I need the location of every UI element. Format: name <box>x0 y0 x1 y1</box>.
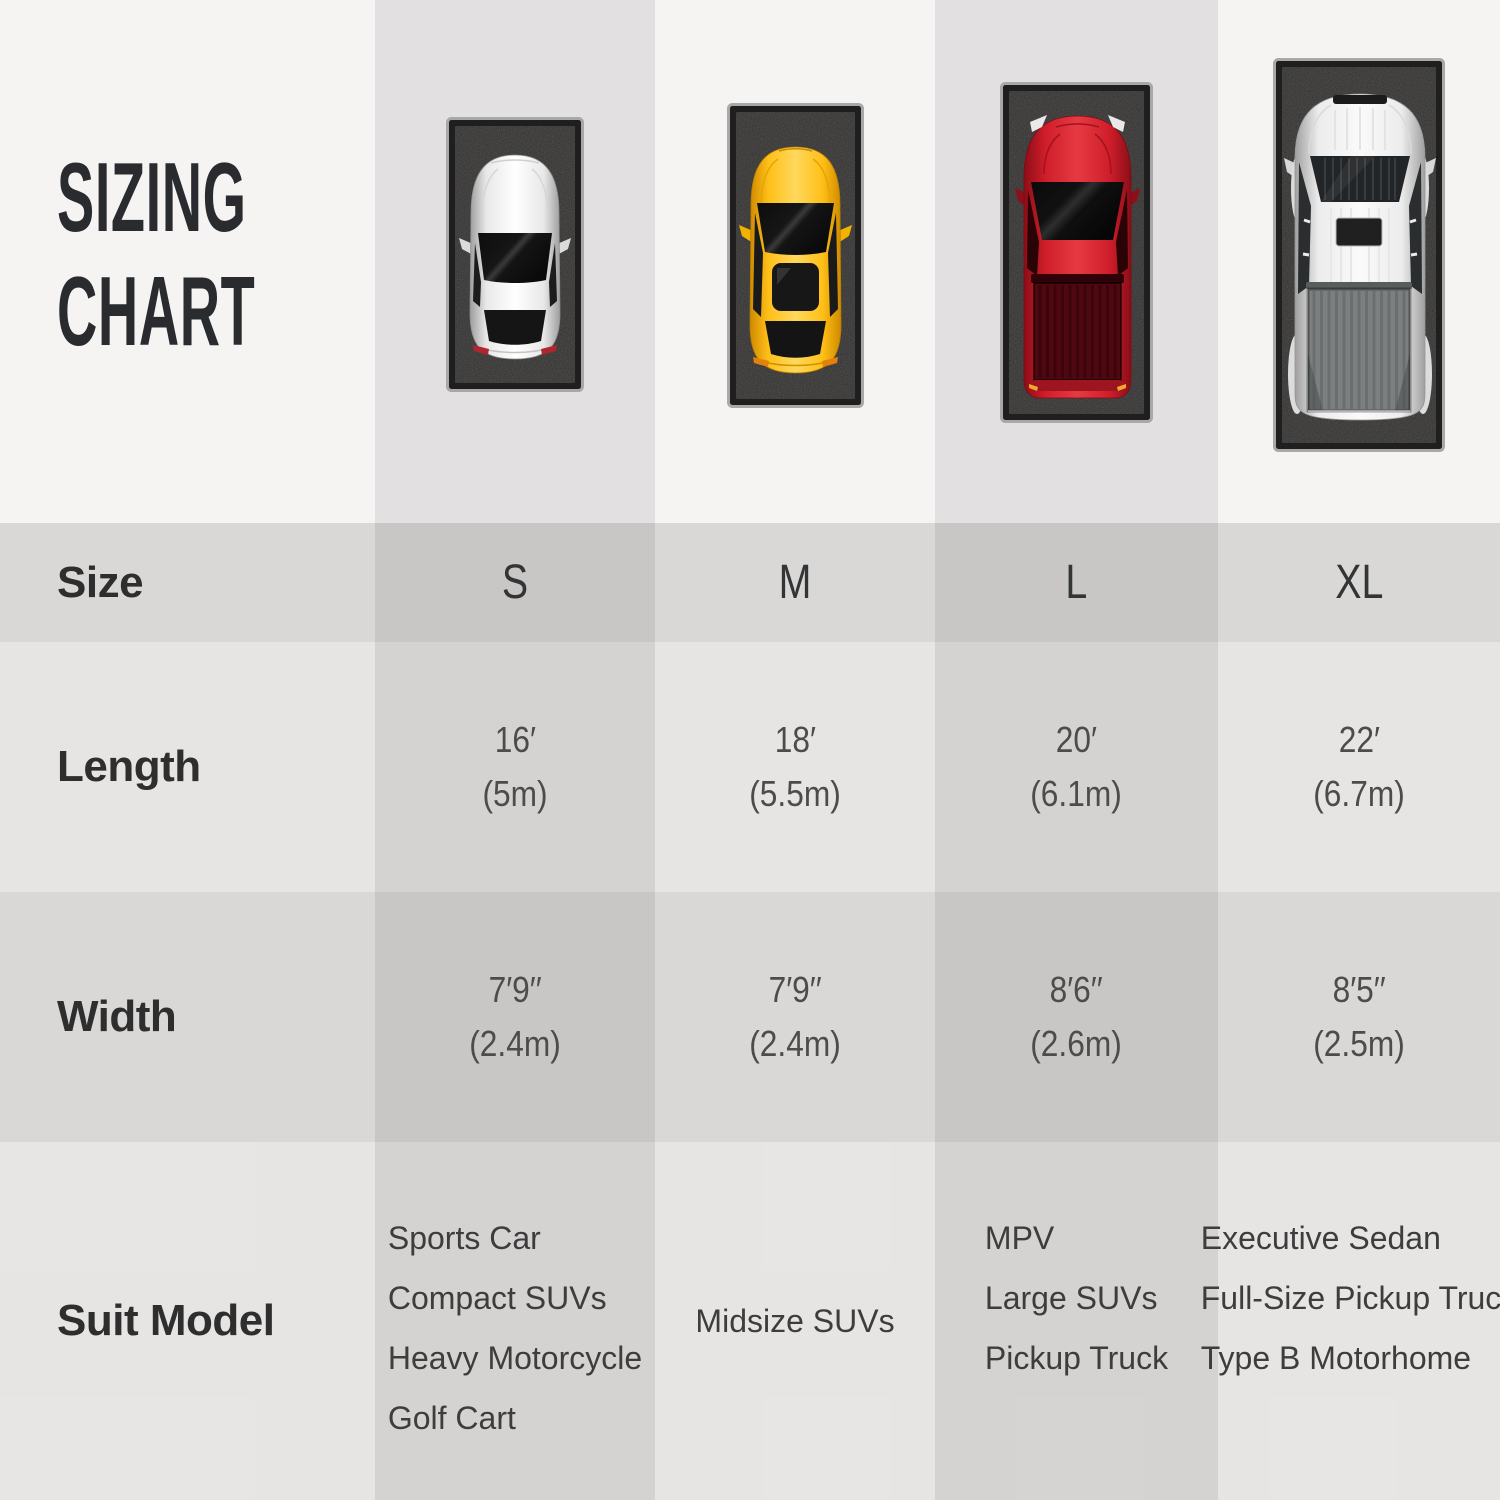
width-imperial-m: 7′9′′ <box>768 969 822 1010</box>
suit-model-item: Sports Car <box>387 1220 541 1256</box>
length-metric-m: (5.5m) <box>749 773 841 814</box>
suit-model-item: Heavy Motorcycle <box>387 1340 643 1376</box>
width-imperial-xl: 8′5′′ <box>1332 969 1386 1010</box>
suit-model-item: Executive Sedan <box>1200 1220 1441 1256</box>
suit-model-cell-m: Midsize SUVs <box>655 1142 935 1500</box>
suit-model-item: MPV <box>984 1220 1055 1256</box>
width-imperial-s: 7′9′′ <box>488 969 542 1010</box>
length-metric-s: (5m) <box>482 773 548 814</box>
width-metric-xl: (2.5m) <box>1313 1023 1405 1064</box>
length-cell-s: 16′ (5m) <box>375 642 655 892</box>
suit-row-band <box>0 1142 1500 1500</box>
suit-model-item: Large SUVs <box>984 1280 1158 1316</box>
suit-model-cell-s: Sports Car Compact SUVs Heavy Motorcycle… <box>375 1142 655 1500</box>
width-metric-s: (2.4m) <box>469 1023 561 1064</box>
car-cell-s <box>375 0 655 523</box>
row-label-suit-model: Suit Model <box>57 1296 275 1345</box>
suit-model-item: Type B Motorhome <box>1200 1340 1472 1376</box>
red-pickup-truck-top-view-image <box>1000 82 1153 423</box>
page-title: SIZING CHART <box>0 0 375 523</box>
length-imperial-xl: 22′ <box>1338 719 1380 760</box>
length-cell-l: 20′ (6.1m) <box>935 642 1218 892</box>
suit-model-item: Full-Size Pickup Truck <box>1200 1280 1500 1316</box>
suit-model-list: Midsize SUVs <box>695 1291 894 1351</box>
width-metric-m: (2.4m) <box>749 1023 841 1064</box>
length-cell-m: 18′ (5.5m) <box>655 642 935 892</box>
suit-model-list: MPV Large SUVs Pickup Truck <box>985 1208 1168 1388</box>
length-metric-xl: (6.7m) <box>1313 773 1405 814</box>
suit-model-item: Golf Cart <box>387 1400 516 1436</box>
row-label-length: Length <box>57 742 201 791</box>
row-label-width: Width <box>57 992 177 1041</box>
title-line-2: CHART <box>57 256 256 366</box>
suit-model-list: Executive Sedan Full-Size Pickup Truck T… <box>1201 1208 1500 1388</box>
suit-model-cell-xl: Executive Sedan Full-Size Pickup Truck T… <box>1201 1142 1500 1500</box>
width-metric-l: (2.6m) <box>1030 1023 1123 1064</box>
suit-model-item: Midsize SUVs <box>695 1303 895 1339</box>
size-header-s: S <box>501 556 529 609</box>
length-imperial-l: 20′ <box>1055 719 1098 760</box>
title-line-1: SIZING <box>57 142 247 252</box>
size-row-band <box>0 523 1500 642</box>
width-cell-xl: 8′5′′ (2.5m) <box>1218 892 1500 1142</box>
suit-model-list: Sports Car Compact SUVs Heavy Motorcycle… <box>388 1208 642 1448</box>
width-cell-l: 8′6′′ (2.6m) <box>935 892 1218 1142</box>
suit-model-cell-l: MPV Large SUVs Pickup Truck <box>935 1142 1218 1500</box>
length-imperial-s: 16′ <box>494 719 536 760</box>
width-cell-m: 7′9′′ (2.4m) <box>655 892 935 1142</box>
car-cell-m <box>655 0 935 523</box>
white-crew-cab-pickup-top-view-image <box>1273 58 1445 452</box>
white-sedan-top-view-image <box>446 117 584 392</box>
size-header-m: M <box>778 556 812 609</box>
car-cell-l <box>935 0 1218 523</box>
suit-model-item: Pickup Truck <box>984 1340 1169 1376</box>
length-cell-xl: 22′ (6.7m) <box>1218 642 1500 892</box>
suit-model-item: Compact SUVs <box>387 1280 607 1316</box>
size-header-xl: XL <box>1334 556 1384 609</box>
size-header-l: L <box>1065 556 1088 609</box>
length-row-band <box>0 642 1500 892</box>
width-row-band <box>0 892 1500 1142</box>
length-imperial-m: 18′ <box>774 719 816 760</box>
row-label-size: Size <box>57 557 144 607</box>
width-cell-s: 7′9′′ (2.4m) <box>375 892 655 1142</box>
width-imperial-l: 8′6′′ <box>1049 969 1104 1010</box>
car-cell-xl <box>1218 0 1500 523</box>
yellow-compact-car-top-view-image <box>726 103 864 408</box>
length-metric-l: (6.1m) <box>1030 773 1123 814</box>
